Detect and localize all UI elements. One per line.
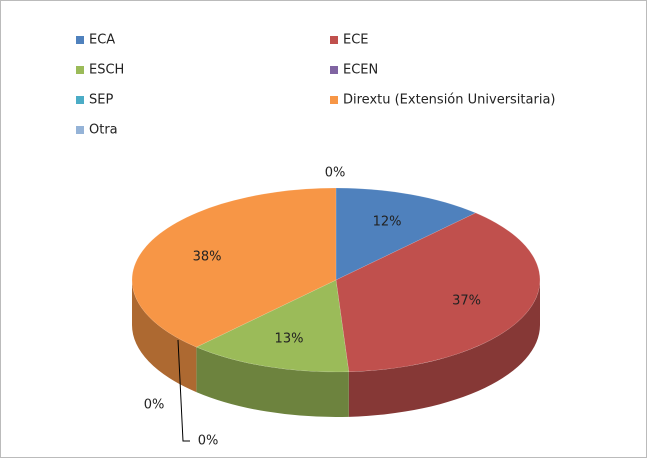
slice-side (196, 347, 349, 417)
slice-side (132, 280, 197, 393)
legend-swatch (76, 96, 84, 104)
data-label: 0% (144, 398, 165, 413)
slice (131, 187, 337, 348)
legend-label: Otra (89, 123, 118, 138)
data-label: 38% (193, 249, 222, 264)
slice (335, 212, 541, 373)
leader-line (177, 339, 190, 442)
legend-label: ESCH (89, 63, 124, 78)
legend-swatch (330, 36, 338, 44)
legend-swatch (76, 36, 84, 44)
legend-label: Dirextu (Extensión Universitaria) (343, 93, 555, 108)
data-label: 12% (373, 214, 402, 229)
legend-label: ECE (343, 33, 369, 48)
slice-side (348, 280, 540, 417)
legend-swatch (330, 96, 338, 104)
slice (335, 187, 477, 281)
data-label: 13% (275, 331, 304, 346)
data-label: 37% (452, 294, 481, 309)
slice (195, 279, 350, 373)
data-label: 0% (198, 434, 219, 449)
legend-label: ECEN (343, 63, 378, 78)
legend-label: SEP (89, 93, 113, 108)
data-label: 0% (325, 166, 346, 181)
legend-swatch (76, 126, 84, 134)
legend-swatch (330, 66, 338, 74)
legend-swatch (76, 66, 84, 74)
legend-label: ECA (89, 33, 115, 48)
